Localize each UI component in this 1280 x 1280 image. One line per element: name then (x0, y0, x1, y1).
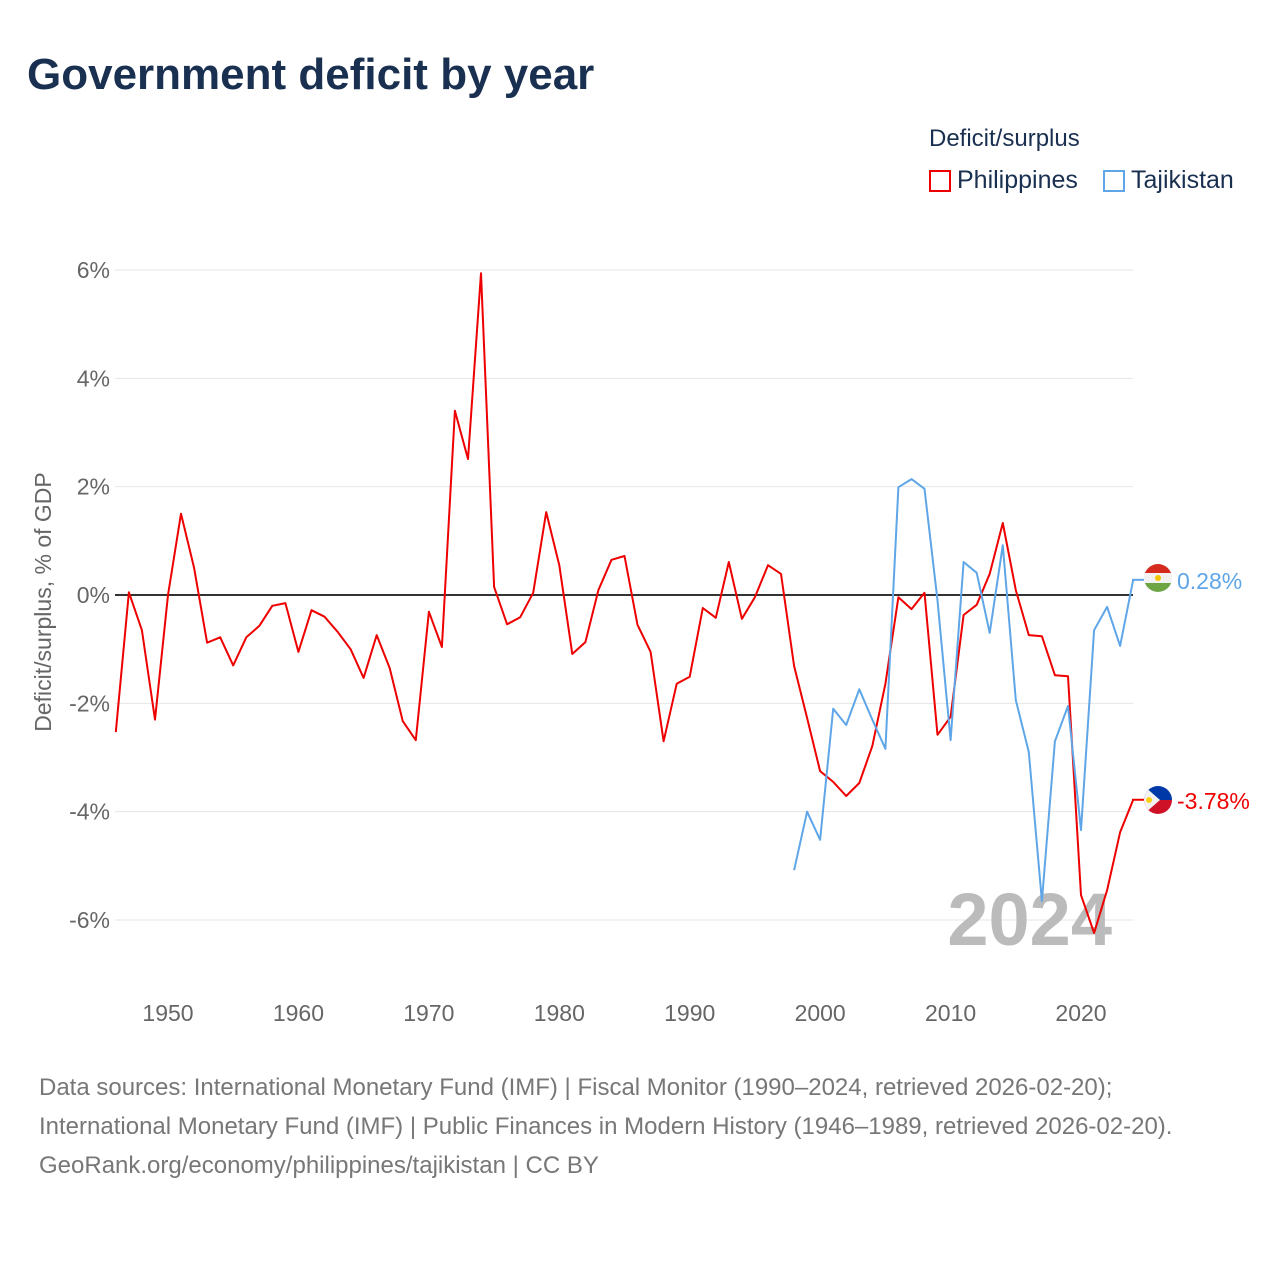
x-tick-label: 2010 (925, 1000, 976, 1026)
end-value-label: -3.78% (1177, 788, 1250, 814)
legend-title: Deficit/surplus (929, 125, 1080, 152)
x-tick-label: 1950 (142, 1000, 193, 1026)
end-value-label: 0.28% (1177, 568, 1242, 594)
y-tick-label: -2% (69, 690, 110, 716)
legend-swatch (1103, 169, 1125, 192)
legend-item-tajikistan[interactable]: Tajikistan (1103, 166, 1234, 195)
legend-swatch (929, 169, 951, 192)
philippines-flag-icon (1144, 786, 1172, 814)
data-sources-text: Data sources: International Monetary Fun… (39, 1074, 1173, 1140)
sources: Data sources: International Monetary Fun… (39, 1068, 1239, 1185)
x-tick-label: 1980 (534, 1000, 585, 1026)
x-tick-label: 1990 (664, 1000, 715, 1026)
tajikistan-flag-icon (1144, 564, 1172, 592)
x-tick-label: 2000 (795, 1000, 846, 1026)
legend-item-philippines[interactable]: Philippines (929, 166, 1078, 195)
y-tick-label: 6% (77, 257, 110, 283)
series-line-tajikistan (793, 478, 1135, 903)
x-tick-label: 2020 (1055, 1000, 1106, 1026)
series-line-philippines (114, 272, 1135, 934)
y-tick-label: 2% (77, 474, 110, 500)
y-tick-label: 4% (77, 365, 110, 391)
legend-label: Philippines (957, 166, 1078, 194)
y-tick-label: -6% (69, 907, 110, 933)
y-tick-label: -4% (69, 799, 110, 825)
year-watermark: 2024 (947, 878, 1112, 961)
x-tick-label: 1960 (273, 1000, 324, 1026)
legend-label: Tajikistan (1131, 166, 1234, 194)
y-axis-label: Deficit/surplus, % of GDP (30, 472, 56, 731)
page-title: Government deficit by year (27, 50, 595, 99)
y-tick-label: 0% (77, 582, 110, 608)
x-tick-label: 1970 (403, 1000, 454, 1026)
attribution-link[interactable]: GeoRank.org/economy/philippines/tajikist… (39, 1152, 599, 1179)
